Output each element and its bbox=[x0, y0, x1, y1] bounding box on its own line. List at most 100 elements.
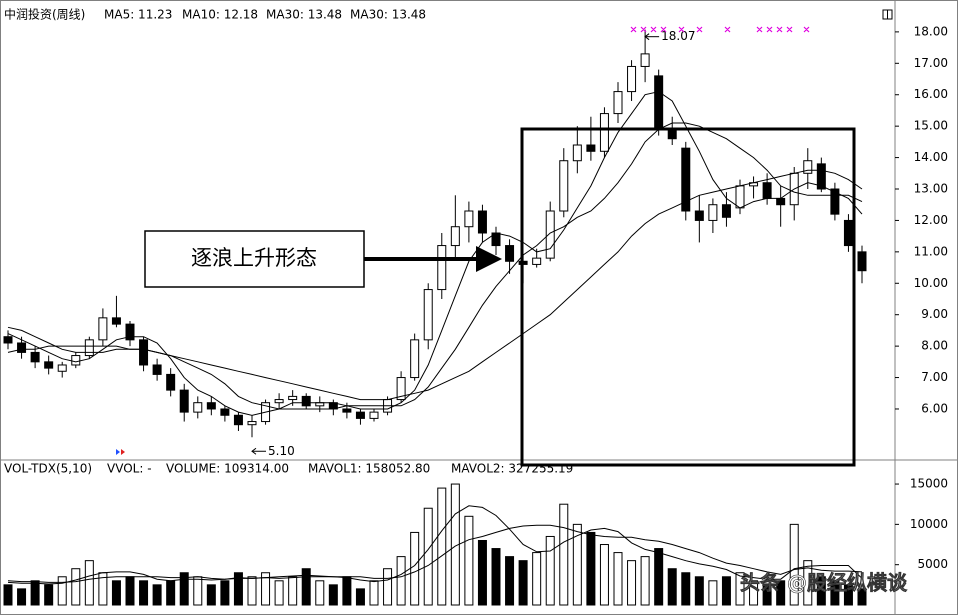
candle-body bbox=[464, 210, 474, 228]
candle-body bbox=[762, 182, 772, 199]
watermark: 头条 @股经纵横谈 bbox=[740, 571, 908, 595]
candle-body bbox=[857, 251, 867, 272]
volume-bar bbox=[599, 544, 609, 606]
candle-body bbox=[613, 91, 623, 115]
volume-bar bbox=[410, 531, 420, 606]
volume-bar bbox=[193, 576, 203, 606]
y-tick-label: 11.00 bbox=[914, 244, 948, 258]
volume-bar bbox=[843, 584, 853, 606]
volume-bar bbox=[328, 584, 338, 606]
y-tick-label: 14.00 bbox=[914, 150, 948, 164]
candle-body bbox=[3, 336, 13, 344]
volume-bar bbox=[491, 548, 501, 606]
y-tick-label: 15000 bbox=[910, 477, 948, 491]
y-tick-label: 6.00 bbox=[921, 401, 948, 415]
volume-bar bbox=[396, 556, 406, 606]
volume-bar bbox=[17, 588, 27, 606]
candle-body bbox=[776, 197, 786, 206]
volume-bar bbox=[152, 584, 162, 606]
candle-body bbox=[477, 210, 487, 234]
volume-bar bbox=[735, 572, 745, 606]
candle-body bbox=[193, 402, 203, 413]
candle-body bbox=[111, 317, 121, 325]
volume-bar bbox=[44, 584, 54, 606]
ma-line bbox=[7, 524, 863, 583]
annotation-arrowhead bbox=[644, 33, 650, 41]
candle-body bbox=[152, 364, 162, 375]
volume-bar bbox=[816, 576, 826, 606]
volume-bar bbox=[383, 568, 393, 606]
volume-bar bbox=[301, 568, 311, 606]
candle-body bbox=[640, 53, 650, 67]
volume-bar bbox=[233, 572, 243, 606]
volume-bar bbox=[71, 568, 81, 606]
vol-header: VVOL: - bbox=[107, 462, 152, 476]
y-tick-label: 9.00 bbox=[921, 307, 948, 321]
volume-bar bbox=[274, 580, 284, 606]
candle-body bbox=[803, 160, 813, 174]
callout-box bbox=[144, 230, 365, 288]
candle-body bbox=[735, 185, 745, 209]
y-tick-label: 13.00 bbox=[914, 182, 948, 196]
y-tick-label: 8.00 bbox=[921, 339, 948, 353]
candle-body bbox=[830, 188, 840, 215]
volume-bar bbox=[559, 503, 569, 606]
header-ma: MA30: 13.48 bbox=[266, 8, 342, 22]
annotation-arrowhead bbox=[251, 447, 257, 455]
candle-body bbox=[301, 395, 311, 407]
candle-body bbox=[44, 361, 54, 369]
callout-arrowhead bbox=[476, 246, 502, 272]
volume-bar bbox=[220, 580, 230, 606]
callout-text: 逐浪上升形态 bbox=[191, 246, 317, 270]
volume-bar bbox=[857, 588, 867, 606]
candle-body bbox=[505, 245, 515, 262]
vol-header: VOLUME: 109314.00 bbox=[166, 462, 289, 476]
header-ma: MA10: 12.18 bbox=[182, 8, 258, 22]
volume-bar bbox=[681, 572, 691, 606]
volume-bar bbox=[627, 560, 637, 606]
y-tick-label: 10.00 bbox=[914, 276, 948, 290]
y-tick-label: 17.00 bbox=[914, 56, 948, 70]
candle-body bbox=[410, 339, 420, 379]
candle-body bbox=[30, 351, 40, 363]
candle-body bbox=[654, 75, 664, 130]
ma-line bbox=[7, 169, 863, 401]
annotation-label: 18.07 bbox=[661, 29, 695, 43]
candle-body bbox=[423, 289, 433, 341]
candle-body bbox=[84, 339, 94, 357]
volume-bar bbox=[789, 523, 799, 606]
candle-body bbox=[342, 408, 352, 413]
volume-bar bbox=[572, 523, 582, 606]
volume-bar bbox=[613, 552, 623, 606]
candle-body bbox=[586, 144, 596, 152]
candle-body bbox=[206, 402, 216, 410]
volume-bar bbox=[3, 584, 13, 606]
candle-body bbox=[71, 355, 81, 366]
volume-bar bbox=[694, 576, 704, 606]
volume-bar bbox=[288, 576, 298, 606]
volume-bar bbox=[505, 556, 515, 606]
candle-body bbox=[816, 163, 826, 190]
volume-bar bbox=[477, 539, 487, 606]
volume-bar bbox=[640, 556, 650, 606]
volume-bar bbox=[166, 580, 176, 606]
candle-body bbox=[247, 421, 257, 426]
vol-header: VOL-TDX(5,10) bbox=[4, 462, 92, 476]
volume-bar bbox=[315, 580, 325, 606]
volume-bar bbox=[667, 568, 677, 606]
candle-body bbox=[98, 317, 108, 341]
candle-body bbox=[437, 245, 447, 291]
candle-body bbox=[532, 257, 542, 265]
volume-bar bbox=[518, 560, 528, 606]
volume-bar bbox=[57, 576, 67, 606]
candle-body bbox=[721, 204, 731, 218]
header-title: 中润投资(周线) bbox=[4, 7, 85, 22]
highlight-box bbox=[520, 127, 856, 467]
marker bbox=[121, 449, 125, 455]
candle-body bbox=[694, 210, 704, 221]
y-tick-label: 7.00 bbox=[921, 370, 948, 384]
volume-bar bbox=[423, 507, 433, 606]
candle-body bbox=[843, 219, 853, 247]
